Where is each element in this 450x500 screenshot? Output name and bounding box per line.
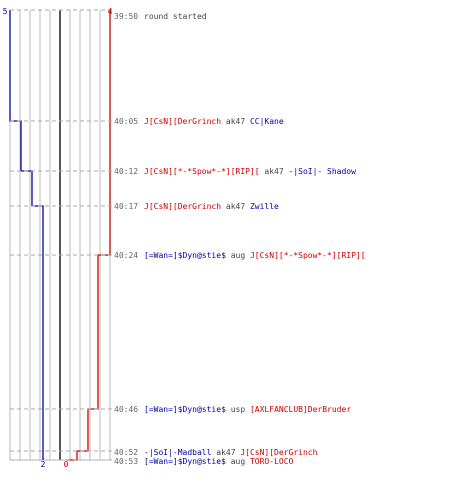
event-timestamp: 40:52 bbox=[114, 448, 138, 457]
event-part: [AXLFANCLUB]DerBruder bbox=[250, 405, 351, 414]
event-text: round started bbox=[144, 12, 207, 21]
event-part: [=Wan=]$Dyn@stie$ bbox=[144, 405, 226, 414]
event-timestamp: 40:05 bbox=[114, 117, 138, 126]
event-part: J[CsN][*-*Spow*-*][RIP][ bbox=[144, 167, 260, 176]
axis-labels: 5 4 2 0 bbox=[3, 7, 113, 469]
event-part: CC|Kane bbox=[250, 117, 284, 126]
event-part: -|SoI|-Madball bbox=[144, 448, 212, 457]
event-text: J[CsN][*-*Spow*-*][RIP][ ak47 -|SoI|- Sh… bbox=[144, 167, 356, 176]
event-part: J[CsN][DerGrinch bbox=[144, 117, 221, 126]
event-part: round started bbox=[144, 12, 207, 21]
event-timestamp: 40:17 bbox=[114, 202, 138, 211]
blue-team-step-line bbox=[9, 10, 44, 460]
red-team-step-line bbox=[66, 10, 111, 461]
time-ticks bbox=[10, 9, 114, 461]
event-part: TORO-LOCO bbox=[250, 457, 294, 466]
event-timestamp: 39:50 bbox=[114, 12, 138, 21]
event-part: usp bbox=[226, 405, 250, 414]
event-part: ak47 bbox=[260, 167, 289, 176]
event-text: J[CsN][DerGrinch ak47 Zwille bbox=[144, 202, 279, 211]
event-text: J[CsN][DerGrinch ak47 CC|Kane bbox=[144, 117, 284, 126]
bottom-red-label: 0 bbox=[64, 460, 69, 469]
event-text: [=Wan=]$Dyn@stie$ aug J[CsN][*-*Spow*-*]… bbox=[144, 251, 366, 260]
event-text: [=Wan=]$Dyn@stie$ aug TORO-LOCO bbox=[144, 457, 294, 466]
event-timestamp: 40:24 bbox=[114, 251, 138, 260]
left-top-label: 5 bbox=[3, 7, 8, 16]
event-text: -|SoI|-Madball ak47 J[CsN][DerGrinch bbox=[144, 448, 318, 457]
bottom-blue-label: 2 bbox=[41, 460, 46, 469]
event-part: [=Wan=]$Dyn@stie$ bbox=[144, 251, 226, 260]
event-text: [=Wan=]$Dyn@stie$ usp [AXLFANCLUB]DerBru… bbox=[144, 405, 351, 414]
right-top-label: 4 bbox=[108, 7, 113, 16]
event-part: J[CsN][DerGrinch bbox=[240, 448, 317, 457]
event-part: aug bbox=[226, 251, 250, 260]
event-part: ak47 bbox=[211, 448, 240, 457]
event-part: ak47 bbox=[221, 117, 250, 126]
event-part: Zwille bbox=[250, 202, 279, 211]
event-timestamp: 40:12 bbox=[114, 167, 138, 176]
event-part: aug bbox=[226, 457, 250, 466]
event-timestamp: 40:46 bbox=[114, 405, 138, 414]
event-part: J[CsN][*-*Spow*-*][RIP][ bbox=[250, 251, 366, 260]
event-part: ak47 bbox=[221, 202, 250, 211]
grid bbox=[9, 10, 111, 461]
event-part: J[CsN][DerGrinch bbox=[144, 202, 221, 211]
event-timestamp: 40:53 bbox=[114, 457, 138, 466]
event-part: -|SoI|- Shadow bbox=[289, 167, 357, 176]
event-log: 39:50 round started 40:05 J[CsN][DerGrinch … bbox=[114, 12, 366, 466]
event-part: [=Wan=]$Dyn@stie$ bbox=[144, 457, 226, 466]
